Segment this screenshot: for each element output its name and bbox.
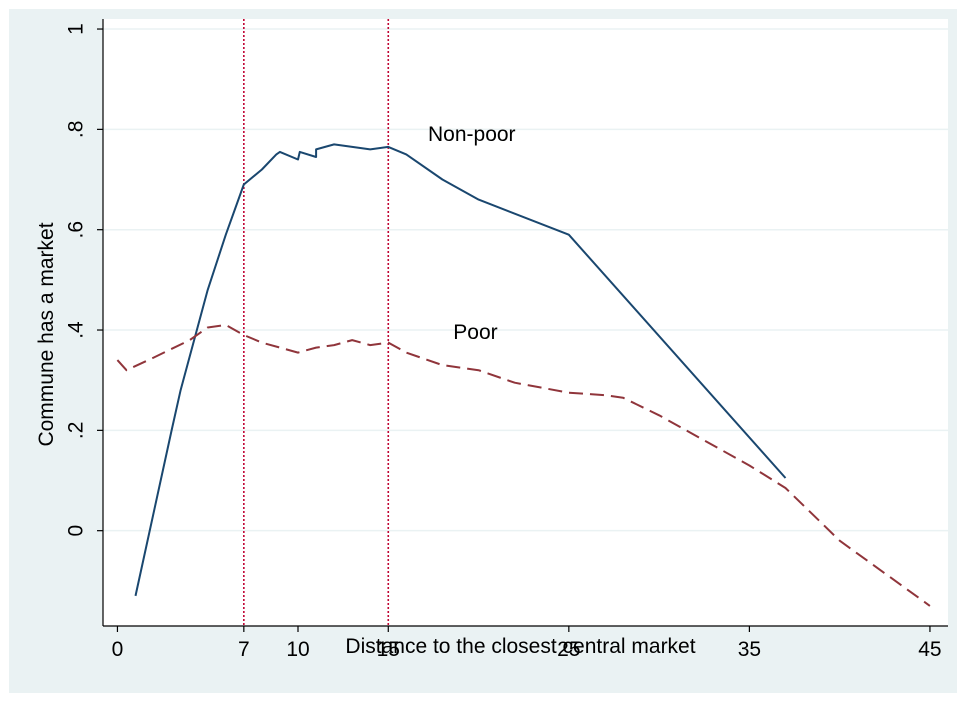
x-tick-label: 0 <box>112 638 124 661</box>
series-group <box>116 143 931 607</box>
plot-area <box>103 19 948 626</box>
y-tick-label: .4 <box>65 321 88 339</box>
y-tick-label: 1 <box>65 23 88 35</box>
x-tick-label: 10 <box>286 638 309 661</box>
annotations: Non-poor Poor <box>428 123 516 344</box>
x-axis-label: Distance to the closest central market <box>345 635 695 658</box>
x-tick-label: 25 <box>557 638 580 661</box>
series-line-poor <box>116 324 931 607</box>
x-tick-label: 15 <box>377 638 400 661</box>
series-line-non-poor <box>134 143 787 597</box>
annotation-non-poor: Non-poor <box>428 123 516 146</box>
x-tick-label: 45 <box>918 638 941 661</box>
axes: 0.2.4.6.810 7 10 15 25 35 45 <box>65 19 948 661</box>
y-tick-label: 0 <box>65 525 88 537</box>
x-tick-label: 7 <box>238 638 250 661</box>
annotation-poor: Poor <box>453 321 497 344</box>
reference-lines <box>243 19 390 626</box>
x-tick-label: 35 <box>738 638 761 661</box>
y-axis-label: Commune has a market <box>35 222 58 446</box>
y-tick-label: .8 <box>65 121 88 139</box>
y-tick-label: .6 <box>65 221 88 239</box>
y-tick-label: .2 <box>65 422 88 440</box>
gridlines <box>103 28 948 532</box>
